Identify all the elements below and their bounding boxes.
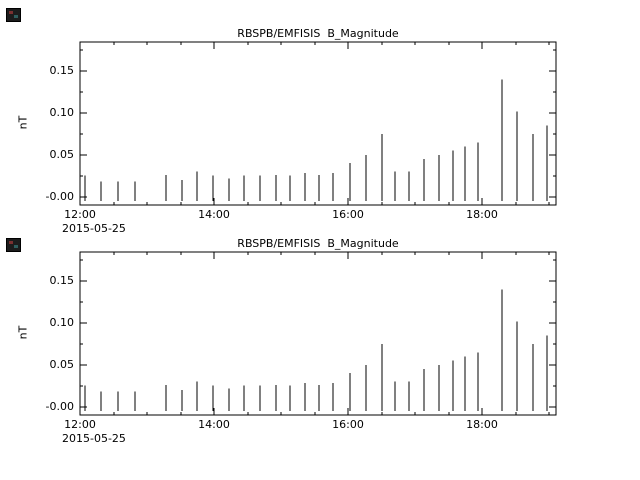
x-tick-label: 12:00 bbox=[64, 418, 96, 431]
y-tick-label: 0.15 bbox=[49, 64, 75, 77]
x-axis-date-label: 2015-05-25 bbox=[62, 222, 126, 235]
y-tick-label: -0.00 bbox=[45, 400, 74, 413]
icon-pixel bbox=[9, 11, 13, 14]
x-tick-label: 18:00 bbox=[466, 418, 498, 431]
chart-top: RBSPB/EMFISIS B_Magnitude nT 2015-05-25 … bbox=[16, 27, 557, 235]
plot-area bbox=[79, 251, 557, 416]
icon-pixel bbox=[14, 15, 18, 18]
chart-title: RBSPB/EMFISIS B_Magnitude bbox=[237, 27, 399, 40]
y-tick-label: -0.00 bbox=[45, 190, 74, 203]
x-tick-label: 18:00 bbox=[466, 208, 498, 221]
chart-bottom: RBSPB/EMFISIS B_Magnitude nT 2015-05-25 … bbox=[0, 210, 640, 450]
x-tick-label: 14:00 bbox=[198, 208, 230, 221]
y-tick-label: 0.10 bbox=[49, 106, 75, 119]
icon-pixel bbox=[9, 241, 13, 244]
x-tick-label: 14:00 bbox=[198, 418, 230, 431]
window-icon-top bbox=[6, 8, 21, 22]
y-tick-label: 0.05 bbox=[49, 358, 75, 371]
y-tick-label: 0.10 bbox=[49, 316, 75, 329]
axes-frame bbox=[79, 41, 557, 206]
x-tick-label: 12:00 bbox=[64, 208, 96, 221]
y-tick-label: 0.05 bbox=[49, 148, 75, 161]
plot-area bbox=[79, 41, 557, 206]
chart-title: RBSPB/EMFISIS B_Magnitude bbox=[237, 237, 399, 250]
window-icon-bottom bbox=[6, 238, 21, 252]
y-tick-label: 0.15 bbox=[49, 274, 75, 287]
x-tick-label: 16:00 bbox=[332, 208, 364, 221]
icon-pixel bbox=[14, 245, 18, 248]
axes-frame bbox=[79, 251, 557, 416]
x-tick-label: 16:00 bbox=[332, 418, 364, 431]
x-axis-date-label: 2015-05-25 bbox=[62, 432, 126, 445]
